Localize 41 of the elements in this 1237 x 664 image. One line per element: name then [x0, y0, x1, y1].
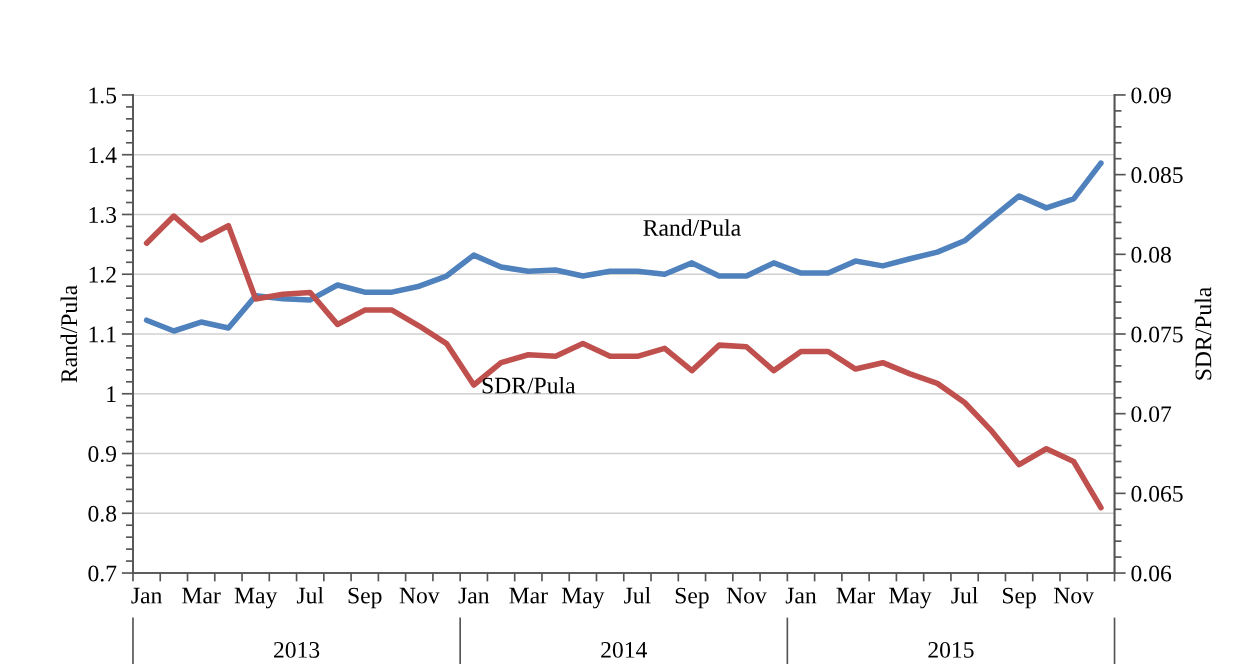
x-tick-label: Jan [785, 587, 817, 604]
x-tick-label: Jul [296, 586, 324, 604]
x-tick-label: May [234, 587, 278, 609]
y-tick-label: 1.4 [89, 147, 117, 164]
x-tick-label: Nov [1053, 587, 1094, 604]
series-label: Rand/Pula [643, 219, 741, 236]
x-tick-label: Nov [399, 587, 440, 604]
series-label: SDR/Pula [482, 376, 576, 394]
y-tick-label: 1.1 [89, 326, 116, 343]
x-tick-label: Jul [624, 586, 651, 604]
y-tick-label: 1.3 [89, 207, 117, 223]
x-tick-label: Sep [348, 587, 382, 609]
y-tick-label: 0.7 [88, 565, 117, 582]
x-tick-label: Nov [726, 587, 767, 604]
y2-axis-title: SDR/Pula [1194, 287, 1212, 380]
y-tick-label: 1 [107, 386, 116, 402]
y2-tick-label: 0.06 [1131, 565, 1172, 582]
text: 2013 [274, 641, 320, 658]
x-tick-label: Mar [182, 587, 221, 604]
y-tick-label: 0.8 [88, 505, 117, 522]
x-tick-label: May [561, 587, 605, 609]
x-tick-label: Sep [675, 587, 709, 609]
y-tick-label: 1.5 [89, 87, 117, 104]
y2-tick-label: 0.08 [1131, 246, 1171, 263]
x-tick-label: Jul [951, 586, 978, 604]
text: 2014 [601, 641, 647, 658]
y2-tick-label: 0.085 [1131, 167, 1183, 184]
text: 2015 [928, 641, 974, 658]
y2-tick-label: 0.065 [1131, 485, 1183, 502]
x-tick-label: Sep [1002, 587, 1036, 609]
y2-tick-label: 0.07 [1131, 406, 1172, 423]
x-tick-label: Jan [131, 587, 162, 604]
y-tick-label: 1.2 [89, 266, 116, 283]
y-tick-label: 0.9 [88, 446, 117, 463]
x-tick-label: May [889, 587, 932, 609]
x-tick-label: Jan [458, 587, 490, 604]
x-tick-label: Mar [509, 587, 548, 604]
y-axis-title: Rand/Pula [60, 285, 78, 383]
y2-tick-label: 0.075 [1131, 326, 1183, 343]
x-tick-label: Mar [836, 587, 875, 604]
y2-tick-label: 0.09 [1131, 87, 1171, 104]
